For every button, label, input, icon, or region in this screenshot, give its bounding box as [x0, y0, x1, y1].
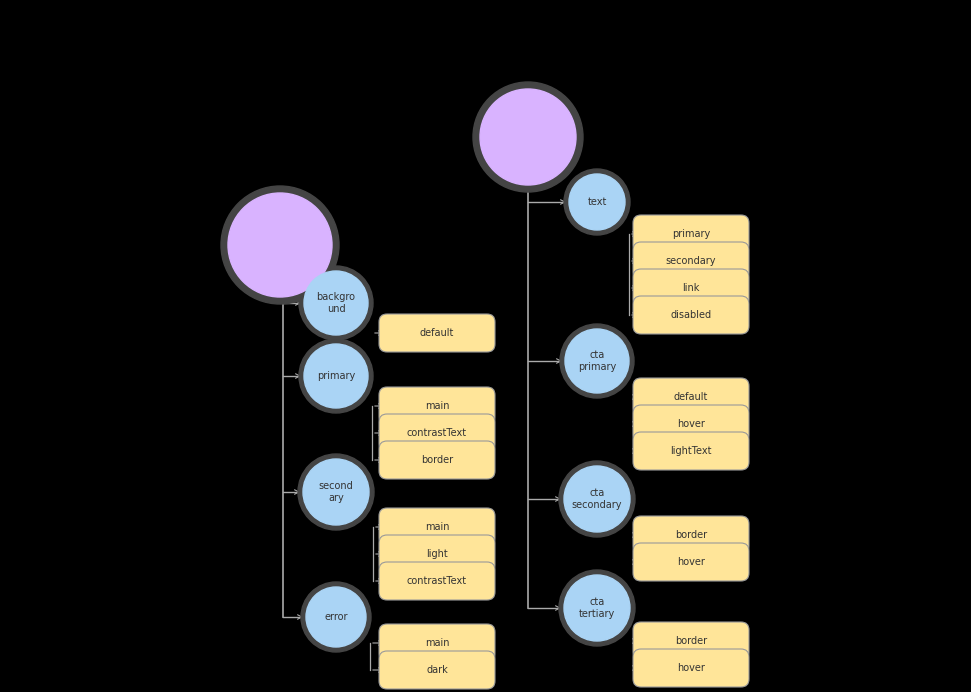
FancyBboxPatch shape [379, 414, 495, 452]
Circle shape [303, 459, 369, 525]
Circle shape [565, 329, 629, 393]
Text: cta
primary: cta primary [578, 350, 617, 372]
Text: border: border [675, 530, 707, 540]
Circle shape [559, 461, 635, 537]
FancyBboxPatch shape [633, 405, 749, 443]
Text: dark: dark [426, 665, 448, 675]
FancyBboxPatch shape [633, 543, 749, 581]
Circle shape [559, 570, 635, 646]
Text: main: main [424, 522, 450, 532]
FancyBboxPatch shape [633, 516, 749, 554]
Text: link: link [683, 283, 700, 293]
FancyBboxPatch shape [379, 535, 495, 573]
Circle shape [298, 454, 374, 530]
FancyBboxPatch shape [633, 649, 749, 687]
FancyBboxPatch shape [379, 624, 495, 662]
Text: hover: hover [677, 557, 705, 567]
Text: second
ary: second ary [318, 481, 353, 503]
Text: primary: primary [317, 371, 355, 381]
FancyBboxPatch shape [633, 378, 749, 416]
Circle shape [301, 582, 371, 652]
FancyBboxPatch shape [633, 432, 749, 470]
Text: contrastText: contrastText [407, 576, 467, 586]
Circle shape [304, 344, 368, 408]
FancyBboxPatch shape [379, 562, 495, 600]
FancyBboxPatch shape [379, 387, 495, 425]
Text: primary: primary [672, 229, 710, 239]
FancyBboxPatch shape [633, 269, 749, 307]
FancyBboxPatch shape [379, 651, 495, 689]
FancyBboxPatch shape [633, 242, 749, 280]
Text: main: main [424, 401, 450, 411]
Circle shape [564, 466, 630, 532]
Text: backgro
und: backgro und [317, 292, 355, 313]
Text: border: border [421, 455, 453, 465]
Text: default: default [674, 392, 708, 402]
Text: hover: hover [677, 663, 705, 673]
Text: cta
tertiary: cta tertiary [579, 597, 615, 619]
FancyBboxPatch shape [633, 296, 749, 334]
FancyBboxPatch shape [633, 215, 749, 253]
Circle shape [221, 186, 339, 304]
FancyBboxPatch shape [633, 622, 749, 660]
Text: border: border [675, 636, 707, 646]
Text: disabled: disabled [670, 310, 712, 320]
Text: error: error [324, 612, 348, 622]
Circle shape [480, 89, 576, 185]
FancyBboxPatch shape [379, 314, 495, 352]
Circle shape [560, 324, 634, 398]
Circle shape [564, 169, 630, 235]
Circle shape [306, 587, 366, 647]
Text: text: text [587, 197, 607, 207]
Circle shape [299, 339, 373, 413]
Circle shape [304, 271, 368, 335]
Text: lightText: lightText [670, 446, 712, 456]
Circle shape [569, 174, 625, 230]
Text: secondary: secondary [666, 256, 717, 266]
FancyBboxPatch shape [379, 441, 495, 479]
Text: default: default [419, 328, 454, 338]
Circle shape [473, 82, 583, 192]
Circle shape [299, 266, 373, 340]
Text: light: light [426, 549, 448, 559]
Circle shape [564, 575, 630, 641]
Text: contrastText: contrastText [407, 428, 467, 438]
Text: cta
secondary: cta secondary [572, 488, 622, 510]
Text: hover: hover [677, 419, 705, 429]
FancyBboxPatch shape [379, 508, 495, 546]
Text: main: main [424, 638, 450, 648]
Circle shape [228, 193, 332, 297]
